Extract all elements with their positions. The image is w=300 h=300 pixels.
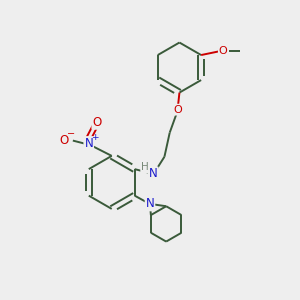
Text: N: N: [149, 167, 158, 180]
Text: O: O: [92, 116, 102, 129]
Text: +: +: [91, 133, 98, 142]
Text: H: H: [141, 162, 149, 172]
Text: N: N: [146, 197, 154, 210]
Text: −: −: [67, 129, 75, 139]
Text: O: O: [59, 134, 69, 147]
Text: O: O: [219, 46, 228, 56]
Text: O: O: [174, 105, 182, 115]
Text: N: N: [84, 137, 93, 150]
